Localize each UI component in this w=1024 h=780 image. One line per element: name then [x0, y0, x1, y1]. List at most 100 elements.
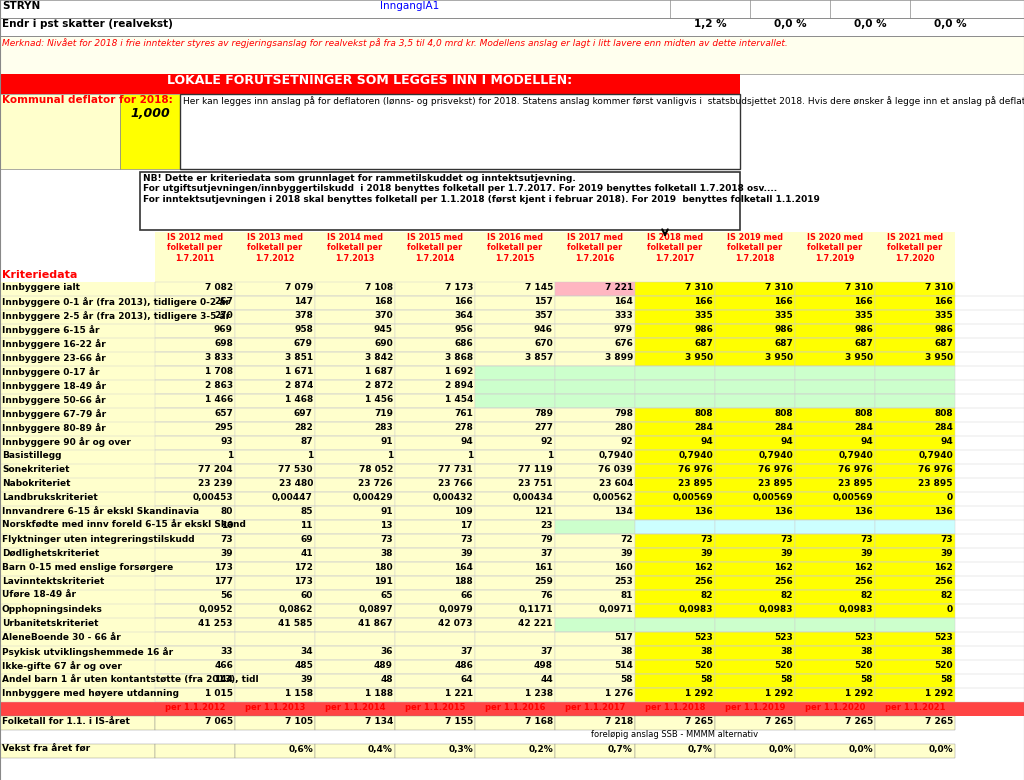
Bar — [555, 232, 635, 282]
Bar — [475, 450, 555, 464]
Bar — [315, 520, 395, 534]
Bar — [155, 520, 234, 534]
Bar — [635, 590, 715, 604]
Text: 687: 687 — [774, 339, 793, 348]
Text: 670: 670 — [535, 339, 553, 348]
Text: 73: 73 — [380, 535, 393, 544]
Text: 94: 94 — [940, 437, 953, 446]
Bar — [555, 394, 635, 408]
Bar — [795, 646, 874, 660]
Text: per 1.1.2014: per 1.1.2014 — [325, 703, 385, 712]
Bar — [155, 366, 234, 380]
Bar — [155, 408, 234, 422]
Text: 0,0952: 0,0952 — [199, 605, 233, 614]
Bar — [874, 282, 955, 296]
Text: 23: 23 — [541, 521, 553, 530]
Bar — [234, 478, 315, 492]
Text: 0,0979: 0,0979 — [438, 605, 473, 614]
Bar — [234, 660, 315, 674]
Text: 0: 0 — [947, 605, 953, 614]
Bar — [315, 618, 395, 632]
Text: 280: 280 — [614, 423, 633, 432]
Bar — [475, 380, 555, 394]
Text: 13: 13 — [381, 521, 393, 530]
Text: 188: 188 — [455, 577, 473, 586]
Bar — [395, 604, 475, 618]
Bar — [715, 520, 795, 534]
Text: 166: 166 — [774, 297, 793, 306]
Bar — [635, 464, 715, 478]
Bar — [315, 744, 395, 758]
Text: 7 265: 7 265 — [685, 717, 713, 726]
Bar — [874, 590, 955, 604]
Text: AleneBoende 30 - 66 år: AleneBoende 30 - 66 år — [2, 633, 121, 642]
Bar — [874, 324, 955, 338]
Bar — [555, 338, 635, 352]
Text: 23 480: 23 480 — [279, 479, 313, 488]
Text: 23 895: 23 895 — [759, 479, 793, 488]
Bar — [155, 576, 234, 590]
Text: 56: 56 — [220, 591, 233, 600]
Bar — [234, 282, 315, 296]
Text: 0,0 %: 0,0 % — [774, 19, 806, 29]
Bar — [155, 338, 234, 352]
Text: 0,3%: 0,3% — [449, 745, 473, 754]
Text: 0,4%: 0,4% — [368, 745, 393, 754]
Bar — [315, 506, 395, 520]
Bar — [234, 534, 315, 548]
Bar — [234, 324, 315, 338]
Bar — [475, 590, 555, 604]
Bar — [874, 674, 955, 688]
Bar — [795, 590, 874, 604]
Text: Innbyggere 2-5 år (fra 2013), tidligere 3-5 år: Innbyggere 2-5 år (fra 2013), tidligere … — [2, 311, 230, 321]
Bar — [795, 660, 874, 674]
Bar — [555, 296, 635, 310]
Text: 0,00562: 0,00562 — [593, 493, 633, 502]
Text: 7 310: 7 310 — [765, 283, 793, 292]
Bar — [155, 324, 234, 338]
Text: 7 134: 7 134 — [365, 717, 393, 726]
Text: 38: 38 — [700, 647, 713, 656]
Text: 136: 136 — [694, 507, 713, 516]
Bar — [234, 352, 315, 366]
Bar — [795, 232, 874, 282]
Text: 0,0983: 0,0983 — [679, 605, 713, 614]
Text: 48: 48 — [380, 675, 393, 684]
Text: 523: 523 — [934, 633, 953, 642]
Text: Norskfødte med innv foreld 6-15 år ekskl Skand: Norskfødte med innv foreld 6-15 år ekskl… — [2, 521, 246, 530]
Bar — [395, 548, 475, 562]
Text: 2 894: 2 894 — [444, 381, 473, 390]
Bar — [155, 590, 234, 604]
Bar — [395, 576, 475, 590]
Text: 82: 82 — [860, 591, 873, 600]
Text: 3 950: 3 950 — [685, 353, 713, 362]
Text: Lavinntektskriteriet: Lavinntektskriteriet — [2, 577, 104, 586]
Text: 0,0%: 0,0% — [768, 745, 793, 754]
Text: 1 708: 1 708 — [205, 367, 233, 376]
Bar — [155, 548, 234, 562]
Bar — [635, 450, 715, 464]
Bar — [395, 618, 475, 632]
Bar — [715, 232, 795, 282]
Bar — [635, 716, 715, 730]
Bar — [555, 534, 635, 548]
Text: Sonekriteriet: Sonekriteriet — [2, 465, 70, 474]
Bar — [874, 394, 955, 408]
Bar — [555, 660, 635, 674]
Bar — [715, 310, 795, 324]
Text: Landbrukskriteriet: Landbrukskriteriet — [2, 493, 97, 502]
Text: 687: 687 — [854, 339, 873, 348]
Text: 808: 808 — [854, 409, 873, 418]
Text: 7 173: 7 173 — [444, 283, 473, 292]
Bar — [874, 688, 955, 702]
Text: 7 310: 7 310 — [925, 283, 953, 292]
Bar — [475, 660, 555, 674]
Bar — [155, 422, 234, 436]
Bar — [155, 744, 234, 758]
Bar — [635, 674, 715, 688]
Bar — [795, 380, 874, 394]
Text: 0,7940: 0,7940 — [839, 451, 873, 460]
Bar — [795, 520, 874, 534]
Bar — [635, 688, 715, 702]
Text: 0,7940: 0,7940 — [598, 451, 633, 460]
